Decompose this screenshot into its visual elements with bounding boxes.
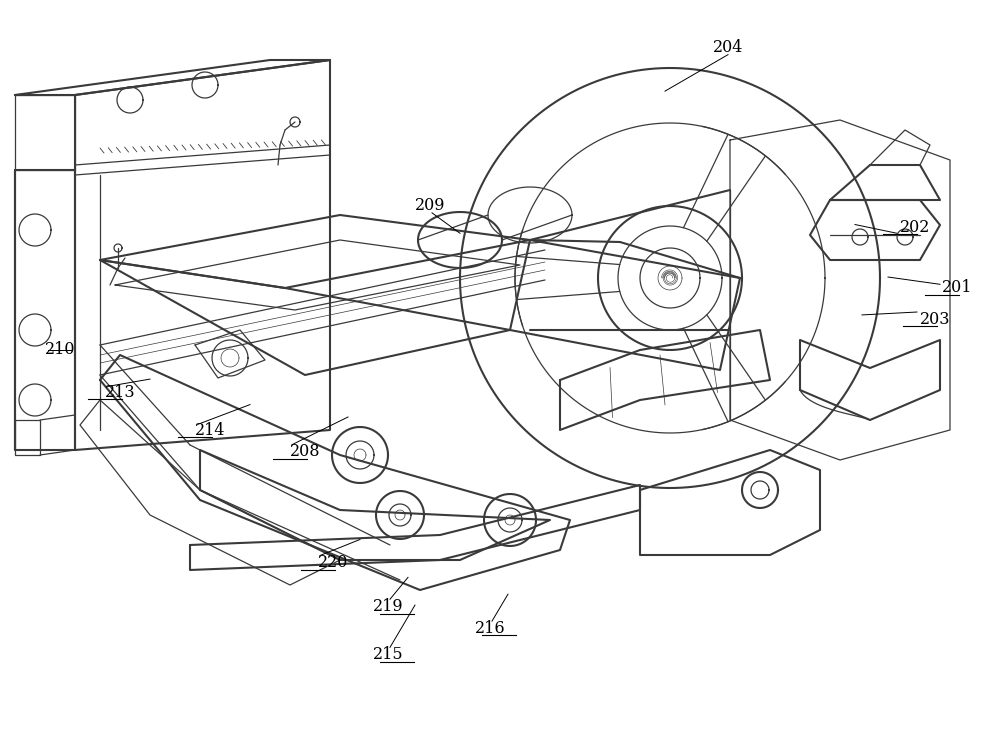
Text: 219: 219 bbox=[373, 598, 403, 615]
Text: 201: 201 bbox=[942, 279, 972, 297]
Text: 214: 214 bbox=[195, 421, 226, 439]
Text: 208: 208 bbox=[290, 443, 320, 461]
Text: 204: 204 bbox=[713, 39, 743, 56]
Text: 210: 210 bbox=[45, 341, 76, 359]
Text: 220: 220 bbox=[318, 554, 348, 572]
Text: 203: 203 bbox=[920, 311, 950, 328]
Text: 213: 213 bbox=[105, 383, 136, 401]
Text: 215: 215 bbox=[373, 646, 403, 663]
Text: 216: 216 bbox=[475, 620, 505, 637]
Text: 202: 202 bbox=[900, 219, 930, 236]
Text: 209: 209 bbox=[415, 197, 445, 214]
